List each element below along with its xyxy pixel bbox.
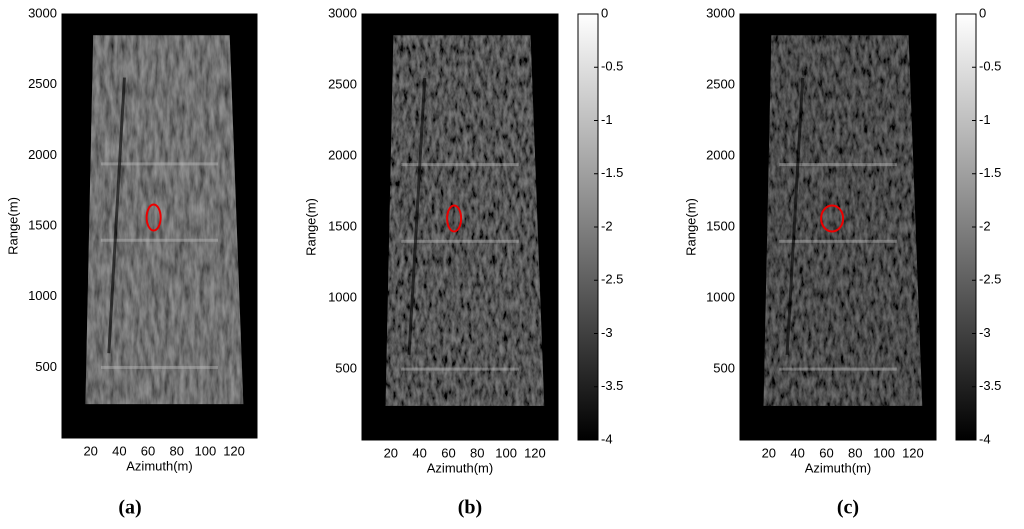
y-tick-label: 1000 [706, 289, 735, 304]
scene-edge [779, 163, 897, 167]
colorbar-tick-label: -4 [979, 431, 991, 446]
colorbar-tick-label: -0.5 [601, 59, 623, 74]
colorbar-tick-label: -2.5 [979, 272, 1001, 287]
y-tick-label: 2500 [28, 76, 57, 91]
y-tick-label: 3000 [328, 5, 357, 20]
x-tick-label: 100 [495, 445, 517, 460]
colorbar-tick-label: -1.5 [601, 165, 623, 180]
x-tick-label: 80 [169, 443, 183, 458]
y-tick-label: 500 [35, 359, 57, 374]
scene-edge [101, 162, 218, 166]
x-tick-label: 40 [790, 445, 804, 460]
colorbar-tick-label: -3 [979, 325, 991, 340]
colorbar-tick-label: -3.5 [979, 378, 1001, 393]
x-axis-label: Azimuth(m) [805, 460, 871, 475]
scene-edge [779, 239, 897, 243]
x-axis-label: Azimuth(m) [427, 460, 493, 475]
y-tick-label: 1500 [28, 217, 57, 232]
y-tick-label: 1500 [328, 218, 357, 233]
scene-edge [101, 365, 218, 369]
target-marker [145, 203, 162, 232]
scene-edge [101, 238, 218, 242]
colorbar-tick-label: -2 [979, 218, 991, 233]
y-tick-label: 2500 [328, 76, 357, 91]
colorbar-tick-label: -2 [601, 218, 613, 233]
y-tick-label: 2000 [706, 147, 735, 162]
caption: (c) [837, 497, 859, 519]
y-tick-label: 3000 [28, 5, 57, 20]
y-tick-label: 3000 [706, 5, 735, 20]
colorbar-tick-label: -3 [601, 325, 613, 340]
y-tick-label: 500 [713, 360, 735, 375]
x-axis-label: Azimuth(m) [126, 458, 192, 473]
scene-road [407, 77, 427, 355]
y-axis-label: Range(m) [5, 197, 20, 255]
x-tick-label: 100 [195, 443, 217, 458]
colorbar-tick-label: -4 [601, 431, 613, 446]
x-tick-label: 100 [873, 445, 895, 460]
y-axis-label: Range(m) [683, 198, 698, 256]
x-tick-label: 120 [902, 445, 924, 460]
x-tick-label: 60 [141, 443, 155, 458]
x-tick-label: 40 [412, 445, 426, 460]
x-tick-label: 60 [441, 445, 455, 460]
x-tick-label: 80 [848, 445, 862, 460]
colorbar-tick-label: -1.5 [979, 165, 1001, 180]
scene-edge [401, 163, 519, 167]
x-tick-label: 20 [384, 445, 398, 460]
y-tick-label: 1000 [28, 288, 57, 303]
y-tick-label: 2000 [28, 147, 57, 162]
target-marker [446, 204, 463, 233]
scene-road [785, 77, 805, 355]
x-tick-label: 120 [223, 443, 245, 458]
scene-edge [401, 239, 519, 243]
colorbar-tick-label: -1 [979, 112, 991, 127]
y-tick-label: 2000 [328, 147, 357, 162]
y-tick-label: 2500 [706, 76, 735, 91]
y-tick-label: 1500 [706, 218, 735, 233]
colorbar-tick-label: 0 [979, 5, 986, 20]
target-marker [820, 204, 845, 233]
caption: (b) [458, 497, 482, 519]
scene-edge [779, 367, 897, 371]
scene-region [385, 35, 545, 406]
x-tick-label: 60 [819, 445, 833, 460]
colorbar-tick-label: -0.5 [979, 59, 1001, 74]
y-axis-label: Range(m) [303, 198, 318, 256]
y-tick-label: 500 [335, 360, 357, 375]
x-tick-label: 120 [524, 445, 546, 460]
colorbar-tick-label: -3.5 [601, 378, 623, 393]
y-tick-label: 1000 [328, 289, 357, 304]
colorbar-tick-label: -2.5 [601, 272, 623, 287]
x-tick-label: 20 [83, 443, 97, 458]
scene-region [85, 35, 244, 405]
scene-road [107, 77, 126, 354]
scene-edge [401, 367, 519, 371]
colorbar-tick-label: -1 [601, 112, 613, 127]
x-tick-label: 80 [470, 445, 484, 460]
caption: (a) [118, 497, 141, 519]
colorbar-tick-label: 0 [601, 5, 608, 20]
x-tick-label: 20 [762, 445, 776, 460]
x-tick-label: 40 [112, 443, 126, 458]
